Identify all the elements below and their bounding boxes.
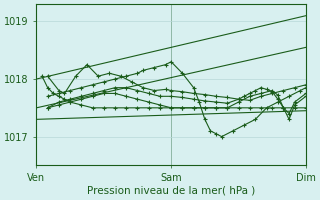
X-axis label: Pression niveau de la mer( hPa ): Pression niveau de la mer( hPa ) <box>87 186 255 196</box>
